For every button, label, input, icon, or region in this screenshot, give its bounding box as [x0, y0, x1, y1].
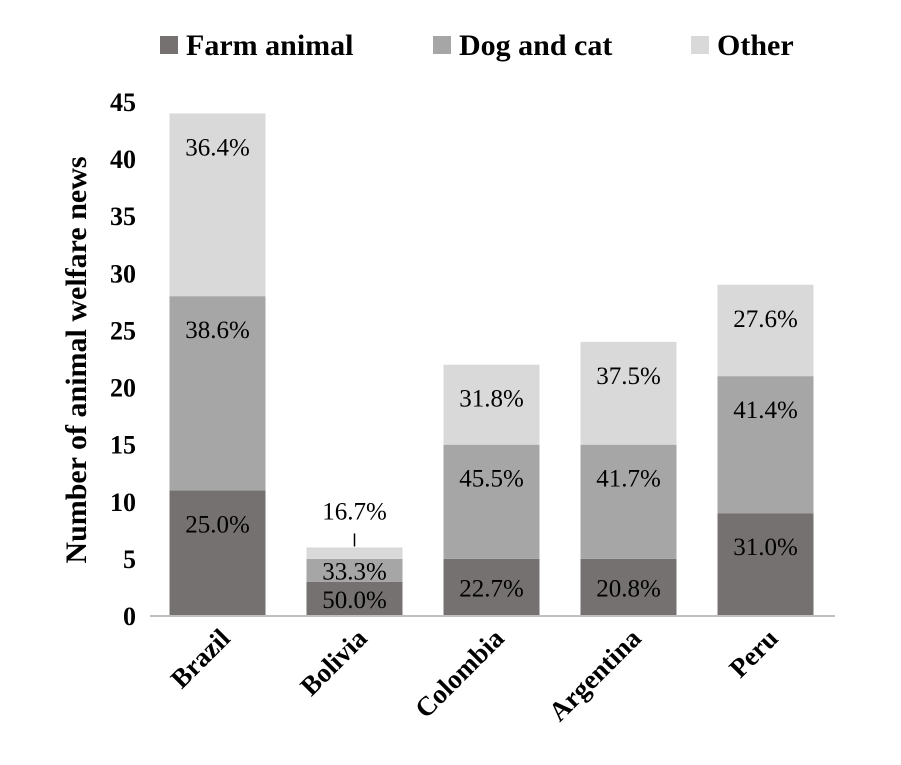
y-tick-label: 45	[110, 88, 136, 117]
bar-segment	[169, 490, 266, 616]
legend-label: Farm animal	[186, 29, 353, 62]
bars	[169, 113, 814, 616]
data-labels: 25.0% 38.6% 36.4% 50.0%33.3% 16.7% 22.7% 45.5%…	[185, 134, 798, 613]
y-tick-label: 10	[110, 488, 136, 517]
bar-segment	[306, 558, 403, 582]
bar-segment	[169, 296, 266, 491]
category-label: Brazil	[165, 623, 236, 694]
data-label: 38.6%	[185, 317, 250, 344]
bar-segment	[306, 581, 403, 616]
bar-segment	[717, 513, 814, 616]
y-axis-label: Number of animal welfare news	[60, 156, 93, 563]
data-label: 16.7%	[322, 498, 387, 525]
legend-swatch	[691, 36, 709, 54]
data-label: 25.0%	[185, 511, 250, 538]
bar-segment	[580, 341, 677, 445]
y-tick-label: 25	[110, 316, 136, 345]
y-tick-label: 35	[110, 202, 136, 231]
bar-segment	[169, 113, 266, 297]
data-label: 37.5%	[596, 363, 661, 390]
y-tick-label: 15	[110, 431, 136, 460]
data-label: 20.8%	[596, 575, 661, 602]
data-label: 31.8%	[459, 386, 524, 413]
data-label: 41.4%	[733, 397, 798, 424]
legend-swatch	[160, 36, 178, 54]
bar-segment	[443, 444, 540, 559]
legend-swatch	[433, 36, 451, 54]
category-label: Bolivia	[294, 623, 373, 702]
category-label: Peru	[723, 623, 783, 683]
category-labels: Brazil Bolivia Colombia Argentina Peru	[165, 623, 784, 727]
bar-segment	[580, 558, 677, 616]
data-label: 41.7%	[596, 466, 661, 493]
category-label: Argentina	[543, 623, 647, 727]
legend: Farm animal Dog and cat Other	[160, 29, 794, 62]
data-label: 50.0%	[322, 587, 387, 614]
data-label: 22.7%	[459, 575, 524, 602]
y-tick-label: 0	[123, 602, 136, 631]
bar-segment	[306, 547, 403, 559]
bar-segment	[443, 364, 540, 445]
y-tick-label: 30	[110, 259, 136, 288]
data-label: 45.5%	[459, 466, 524, 493]
bar-segment	[580, 444, 677, 559]
legend-label: Dog and cat	[459, 29, 612, 62]
y-axis-ticks: 0 5 10 15 20 25 30 35 40 45	[110, 88, 136, 631]
legend-label: Other	[717, 29, 794, 62]
data-label: 33.3%	[322, 558, 387, 585]
bar-segment	[717, 376, 814, 514]
data-label: 27.6%	[733, 306, 798, 333]
data-label: 31.0%	[733, 534, 798, 561]
bar-segment	[443, 558, 540, 616]
y-tick-label: 5	[123, 545, 136, 574]
bar-segment	[717, 284, 814, 377]
category-label: Colombia	[409, 623, 510, 724]
y-tick-label: 40	[110, 145, 136, 174]
y-tick-label: 20	[110, 374, 136, 403]
data-label: 36.4%	[185, 134, 250, 161]
